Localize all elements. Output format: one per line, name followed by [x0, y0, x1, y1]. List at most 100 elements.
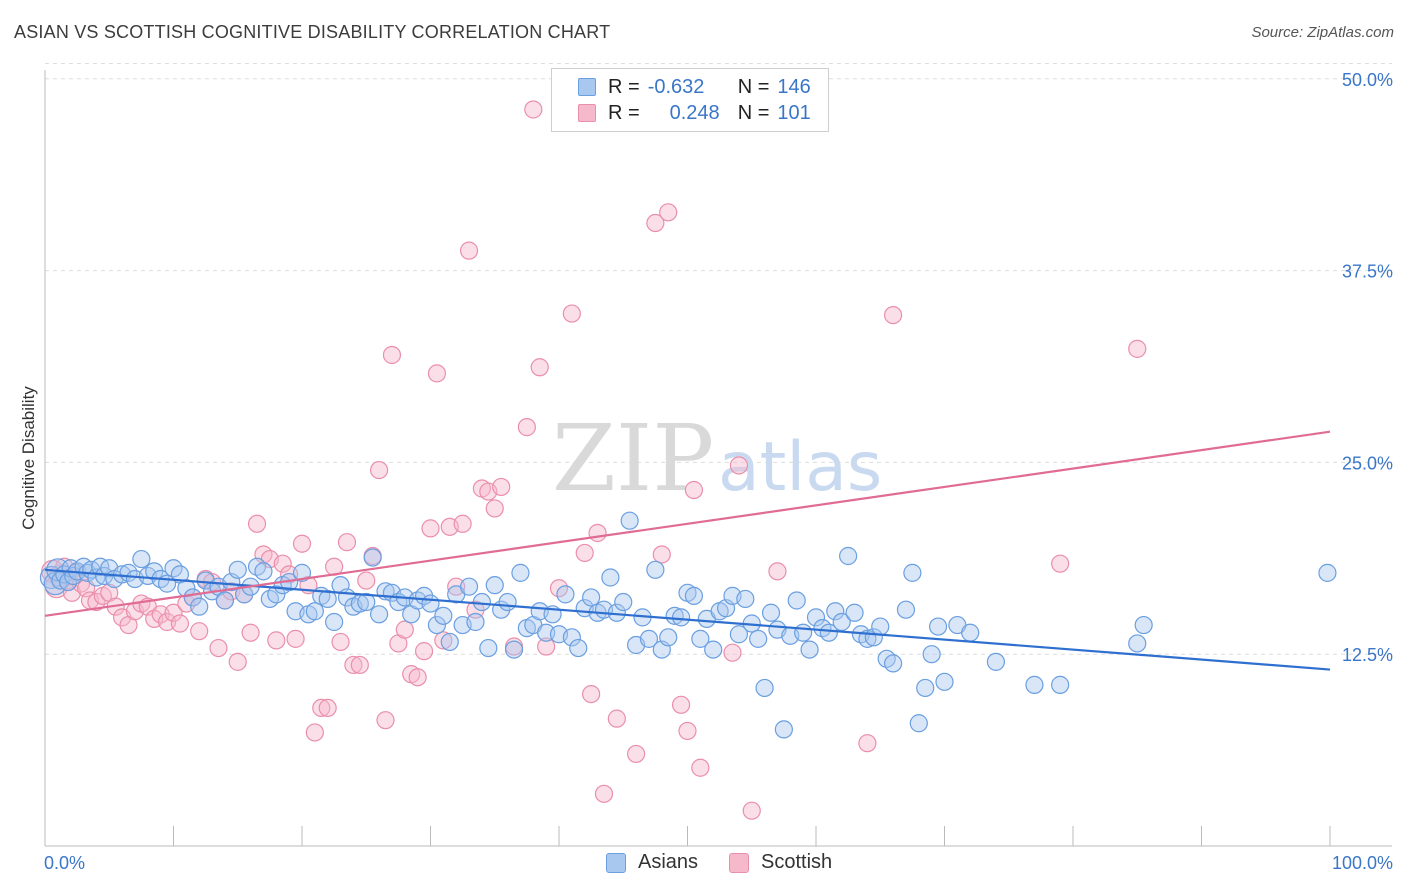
asian-point — [1134, 615, 1153, 635]
scottish-point — [447, 577, 466, 596]
asian-point — [755, 678, 774, 698]
asian-point — [562, 628, 581, 647]
scottish-point — [671, 695, 691, 714]
asian-point — [903, 563, 922, 582]
bottom-legend-swatch-scottish — [729, 852, 749, 873]
scottish-point — [626, 744, 646, 764]
legend-n-value: 101 — [777, 101, 811, 124]
legend-n-value: 146 — [777, 75, 811, 98]
scottish-point — [209, 638, 228, 658]
legend-r-label: R = — [608, 101, 640, 124]
bottom-legend-swatch-asians — [606, 852, 626, 873]
scottish-point — [883, 305, 903, 325]
scottish-point — [395, 620, 414, 639]
asian-point — [247, 557, 267, 576]
asian-point — [260, 589, 279, 609]
scottish-point — [691, 758, 710, 777]
asian-point — [440, 632, 459, 652]
bottom-legend-asians: Asians — [606, 851, 698, 874]
asian-point — [845, 603, 864, 622]
scottish-point — [684, 480, 704, 500]
legend-r-label: R = — [608, 75, 640, 98]
scottish-point — [1128, 339, 1147, 358]
scottish-point — [562, 304, 581, 323]
asian-points — [39, 511, 1337, 739]
legend-row-asians: R = -0.632 N = 146 — [578, 74, 811, 100]
scottish-point — [382, 345, 402, 365]
scottish-point — [434, 631, 453, 650]
asian-point — [292, 563, 312, 582]
scottish-point — [729, 456, 749, 475]
scottish-point — [344, 655, 363, 675]
asian-point — [671, 608, 691, 627]
asian-point — [228, 560, 247, 579]
scottish-point — [530, 358, 549, 377]
asian-point — [132, 549, 151, 569]
scottish-point — [331, 632, 350, 652]
asian-point — [916, 678, 935, 698]
scottish-point — [421, 519, 440, 538]
asian-point — [39, 565, 64, 590]
asian-point — [504, 640, 524, 659]
scottish-point — [652, 545, 671, 564]
asian-point — [871, 617, 890, 636]
y-axis-label: Cognitive Disability — [19, 386, 38, 530]
asian-point — [813, 619, 832, 638]
scottish-point — [723, 643, 742, 662]
asian-point — [498, 592, 517, 612]
scottish-point — [305, 723, 324, 742]
x-tick-label: 0.0% — [44, 853, 85, 873]
bottom-legend-label-scottish: Scottish — [761, 851, 833, 873]
scottish-point — [267, 631, 286, 650]
chart-title: ASIAN VS SCOTTISH COGNITIVE DISABILITY C… — [14, 22, 611, 42]
asian-point — [646, 560, 665, 579]
scottish-point — [376, 711, 395, 730]
asian-point — [800, 640, 819, 659]
grid — [45, 62, 1392, 655]
asian-point — [357, 592, 376, 612]
legend-swatch-scottish — [578, 104, 596, 122]
y-tick-label: 25.0% — [1342, 453, 1393, 473]
asian-point — [774, 720, 793, 739]
asian-point — [466, 612, 485, 632]
asian-point — [928, 617, 948, 636]
asian-point — [691, 629, 710, 648]
x-tick-label: 100.0% — [1332, 853, 1393, 873]
asian-point — [370, 605, 389, 624]
asian-point — [839, 546, 858, 566]
asian-point — [832, 612, 851, 632]
asian-point — [267, 585, 286, 604]
scottish-point — [742, 801, 761, 820]
asian-point — [305, 602, 324, 621]
scottish-point — [170, 614, 190, 633]
asian-point — [215, 591, 234, 610]
asian-point — [639, 629, 659, 648]
scottish-point — [768, 562, 787, 581]
asian-point — [684, 586, 704, 605]
scottish-point — [286, 629, 305, 648]
scottish-point — [594, 784, 614, 803]
scottish-point — [350, 655, 369, 675]
asian-point — [736, 589, 755, 609]
asian-point — [190, 597, 209, 616]
scottish-points — [41, 69, 1147, 820]
y-tick-label: 12.5% — [1342, 645, 1393, 665]
asian-point — [806, 608, 826, 627]
scottish-point — [241, 623, 260, 642]
axes — [44, 70, 1392, 847]
asian-point — [761, 603, 781, 622]
asian-point — [729, 625, 749, 644]
scottish-point — [517, 418, 536, 437]
scottish-point — [659, 203, 678, 222]
asian-point — [961, 623, 980, 642]
watermark: ZIP atlas — [552, 405, 882, 512]
scottish-point — [228, 652, 247, 671]
asian-point — [325, 612, 344, 632]
asian-point — [1051, 675, 1070, 694]
asian-point — [659, 628, 678, 647]
legend-r-value: 0.248 — [669, 101, 720, 124]
asian-point — [1318, 563, 1337, 582]
asian-point — [601, 568, 620, 587]
asian-point — [819, 623, 838, 642]
